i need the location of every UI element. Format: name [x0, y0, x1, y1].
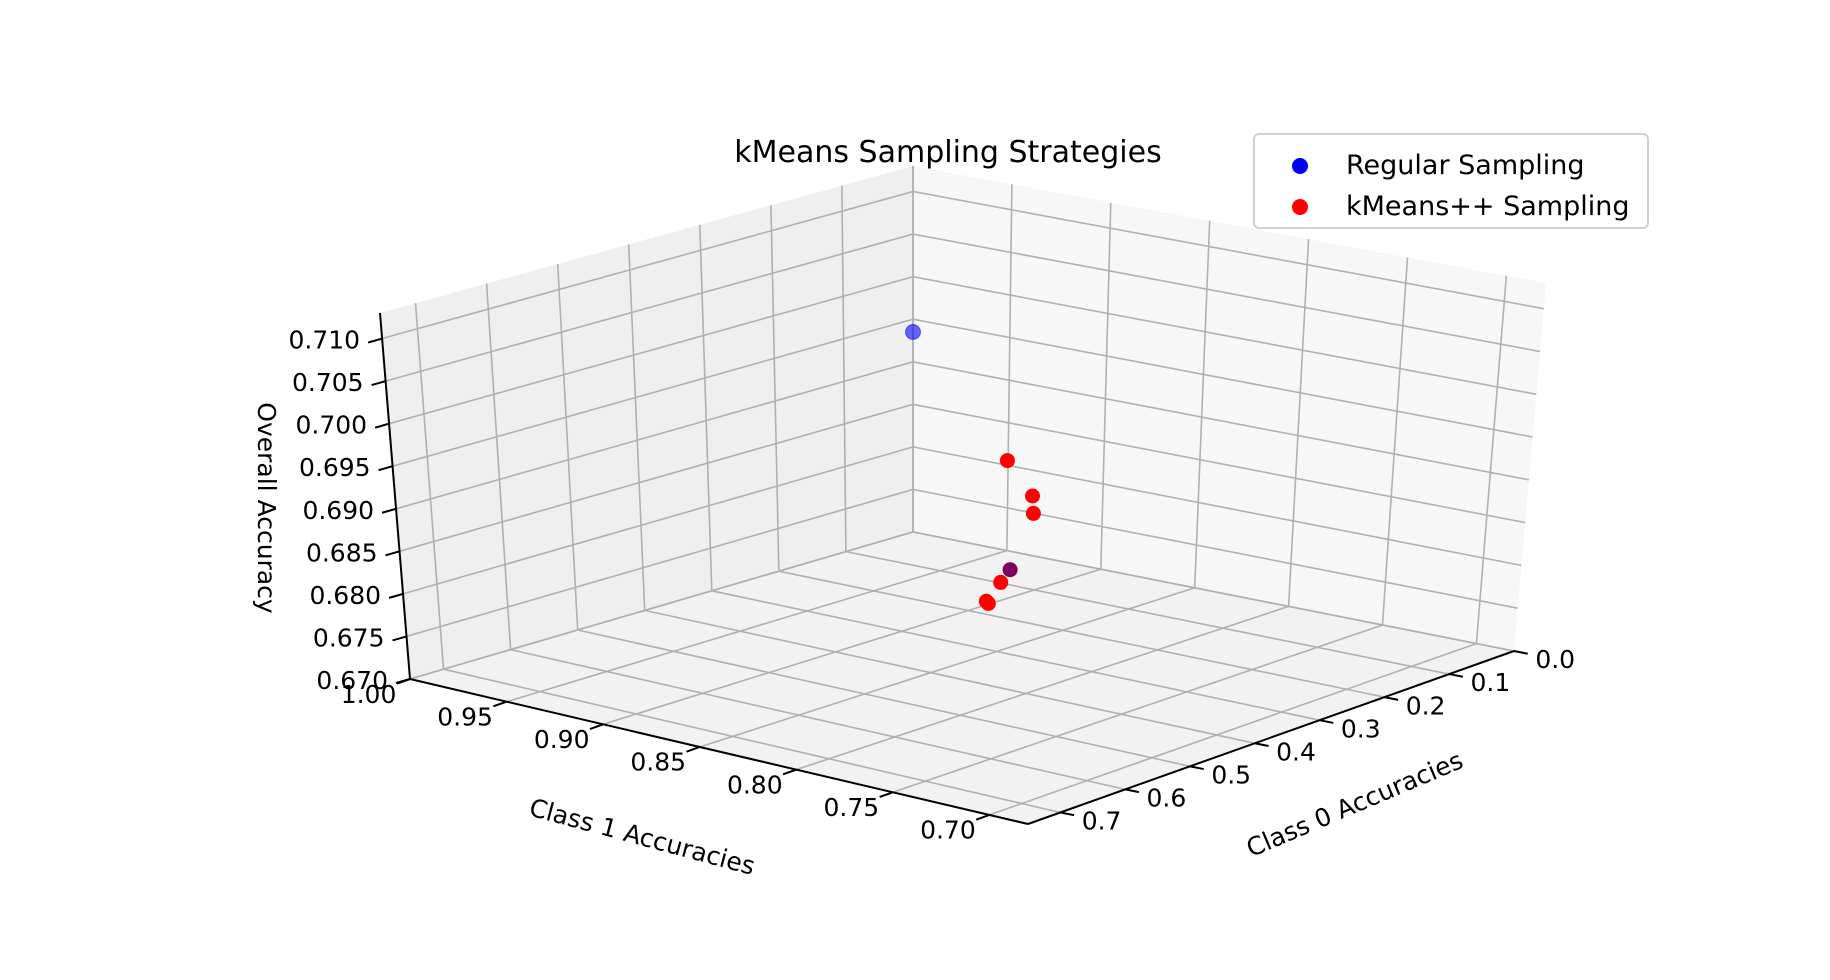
- x-tick-mark: [1060, 811, 1075, 817]
- left-wall-pane: [380, 166, 913, 679]
- y-axis-line: [409, 678, 1029, 825]
- x-tick-mark: [1384, 696, 1399, 701]
- kmeans-sampling-point: [993, 574, 1009, 590]
- regular-sampling-point: [905, 324, 921, 340]
- y-axis-label: Class 1 Accuracies: [526, 793, 758, 881]
- kmeans-sampling-point: [999, 453, 1015, 469]
- x-tick-label: 0.7: [1082, 807, 1122, 836]
- data-points: [905, 324, 1041, 611]
- z-tick-label: 0.695: [299, 453, 371, 482]
- z-gridline: [409, 531, 1515, 680]
- z-tick-mark: [367, 337, 383, 344]
- x-tick-mark: [1125, 788, 1140, 794]
- y-tick-label: 0.90: [534, 725, 590, 754]
- z-tick-label: 0.670: [316, 666, 388, 695]
- x-tick-mark: [1449, 673, 1464, 678]
- z-tick-label: 0.705: [292, 368, 364, 397]
- z-gridline: [381, 190, 1544, 340]
- x-tick-mark: [1319, 719, 1334, 724]
- x-tick-label: 0.2: [1406, 691, 1446, 720]
- y-tick-mark: [493, 700, 507, 708]
- x-tick-label: 0.5: [1211, 760, 1251, 789]
- z-tick-mark: [395, 678, 411, 684]
- z-tick-mark: [392, 635, 407, 642]
- z-tick-mark: [378, 465, 393, 472]
- legend-marker-kmeans: [1292, 199, 1308, 215]
- x-tick-label: 0.1: [1471, 668, 1511, 697]
- z-tick-mark: [371, 380, 386, 387]
- x-tick-label: 0.0: [1535, 645, 1575, 674]
- x-tick-label: 0.6: [1147, 784, 1187, 813]
- y-tick-mark: [975, 813, 990, 821]
- z-tick-label: 0.700: [295, 411, 367, 440]
- legend-marker-regular: [1292, 158, 1308, 174]
- legend-label-kmeans: kMeans++ Sampling: [1346, 191, 1630, 222]
- z-gridline: [402, 446, 1522, 595]
- y-tick-label: 0.95: [437, 702, 493, 731]
- y-tick-label: 0.75: [824, 793, 880, 822]
- y-tick-mark: [879, 791, 894, 798]
- z-tick-label: 0.690: [302, 496, 374, 525]
- z-gridline: [395, 360, 1530, 510]
- kmeans-sampling-point: [1002, 562, 1018, 578]
- y-tick-label: 0.85: [630, 748, 686, 777]
- z-gridline: [399, 403, 1526, 553]
- z-tick-label: 0.680: [309, 581, 381, 610]
- z-gridline: [406, 488, 1518, 638]
- z-axis-label: Overall Accuracy: [252, 402, 281, 614]
- axis-lines: 0.0 0.1 0.2 0.3 0.4 0.5 0.6 0.7 0.70 0.75 0.80 0.85…: [289, 312, 1575, 845]
- x-tick-label: 0.4: [1276, 737, 1316, 766]
- z-tick-mark: [388, 592, 404, 599]
- z-tick-mark: [381, 507, 397, 514]
- y-tick-mark: [589, 723, 604, 730]
- y-tick-mark: [686, 746, 701, 753]
- y-tick-label: 1.00: [341, 680, 397, 709]
- x-tick-mark: [1513, 650, 1528, 655]
- y-tick-label: 0.70: [920, 816, 976, 845]
- right-wall-pane: [913, 166, 1546, 651]
- y-tick-label: 0.80: [727, 770, 783, 799]
- legend-item-kmeans: kMeans++ Sampling: [1255, 188, 1647, 228]
- kmeans-sampling-point: [1025, 505, 1041, 521]
- y-tick-mark: [782, 768, 797, 776]
- kmeans-sampling-point: [1025, 488, 1040, 504]
- x-tick-mark: [1254, 742, 1269, 747]
- z-tick-mark: [385, 550, 400, 557]
- z-tick-label: 0.675: [313, 623, 385, 652]
- kmeans-sampling-point: [980, 595, 996, 611]
- z-tick-label: 0.685: [306, 538, 378, 567]
- z-gridline: [392, 318, 1533, 467]
- z-tick-mark: [374, 422, 390, 429]
- legend-label-regular: Regular Sampling: [1346, 150, 1585, 181]
- x-tick-label: 0.3: [1341, 714, 1381, 743]
- grid-lines: [381, 166, 1544, 816]
- chart-title: kMeans Sampling Strategies: [734, 135, 1161, 170]
- z-tick-label: 0.710: [289, 326, 361, 355]
- z-gridline: [388, 275, 1537, 425]
- floor-pane: [410, 532, 1514, 824]
- axes-panes: [380, 166, 1546, 824]
- z-axis-line: [379, 312, 411, 680]
- legend: Regular Sampling kMeans++ Sampling: [1253, 133, 1649, 229]
- x-tick-mark: [1189, 765, 1204, 771]
- legend-item-regular: Regular Sampling: [1255, 147, 1647, 187]
- z-gridline: [385, 233, 1541, 382]
- x-axis-line: [1027, 650, 1515, 825]
